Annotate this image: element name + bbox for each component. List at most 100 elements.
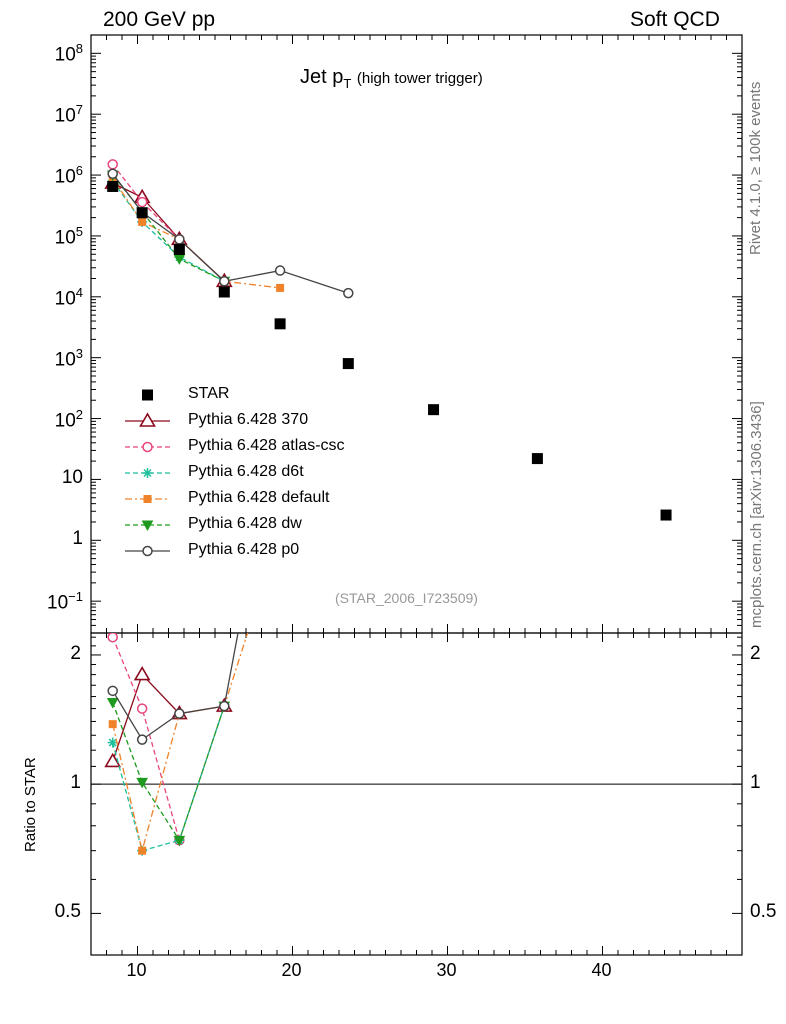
y-tick-base: 10 (47, 592, 69, 614)
ratio-point (107, 685, 118, 697)
legend-entry (125, 441, 170, 453)
legend (125, 389, 170, 557)
ratio-point (133, 666, 151, 681)
ratio-point (108, 720, 117, 729)
data-point (660, 509, 672, 521)
y-tick-label: 106 (55, 163, 83, 188)
y-tick-exp: 5 (75, 223, 83, 239)
ratio-line (112, 702, 225, 842)
ratio-line (112, 705, 225, 852)
mcplots-label: mcplots.cern.ch [arXiv:1306.3436] (748, 401, 765, 628)
legend-entry (125, 495, 170, 503)
ratio-point (107, 633, 118, 643)
y-tick-label: 107 (55, 102, 83, 127)
y-tick-exp: 6 (75, 163, 83, 179)
legend-label: Pythia 6.428 atlas-csc (188, 437, 345, 454)
y-tick-exp: 8 (75, 41, 83, 57)
data-layer (107, 180, 672, 521)
y-tick-label: 102 (55, 407, 83, 432)
ratio-point (107, 737, 118, 748)
analysis-id: (STAR_2006_I723509) (335, 590, 478, 606)
ratio-tick-label-left: 1 (70, 772, 81, 794)
y-tick-label: 108 (55, 41, 83, 66)
series-layer (104, 159, 354, 856)
data-point (136, 207, 148, 219)
legend-marker (142, 468, 153, 478)
ratio-line (112, 633, 249, 851)
legend-entry (142, 389, 153, 401)
rivet-label: Rivet 4.1.0, ≥ 100k events (747, 81, 764, 255)
legend-marker (139, 412, 156, 427)
chart-title-sub: T (343, 76, 352, 91)
series-point (174, 234, 185, 245)
y-tick-exp: −1 (68, 589, 83, 605)
y-tick-label: 10 (62, 467, 83, 489)
y-tick-exp: 7 (75, 102, 83, 118)
ratio-point (136, 777, 148, 789)
data-point (531, 453, 543, 465)
y-tick-base: 10 (61, 467, 83, 489)
y-tick-base: 10 (54, 227, 76, 249)
series-line (112, 173, 349, 294)
y-tick-base: 10 (54, 409, 76, 431)
data-point (342, 358, 354, 370)
y-tick-exp: 4 (75, 284, 83, 300)
series-line (112, 163, 225, 282)
ratio-point (219, 700, 230, 712)
series-point (274, 265, 286, 276)
series-point (136, 196, 148, 208)
ratio-point (173, 835, 186, 847)
y-tick-label: 10−1 (47, 589, 83, 614)
series-point (219, 276, 230, 287)
ratio-line (112, 633, 239, 741)
y-tick-label: 104 (55, 285, 83, 310)
series-point (107, 159, 118, 170)
y-tick-exp: 3 (75, 345, 83, 361)
legend-label: Pythia 6.428 370 (188, 411, 309, 428)
ratio-tick-label-right: 0.5 (750, 901, 777, 923)
ratio-point (104, 752, 122, 768)
legend-label: Pythia 6.428 dw (188, 515, 302, 532)
ratio-point (106, 697, 119, 709)
ratio-point (136, 703, 148, 714)
legend-entry (125, 468, 170, 478)
header-left: 200 GeV pp (103, 8, 216, 31)
series-point (276, 283, 285, 292)
y-tick-label: 105 (55, 224, 83, 249)
x-tick-label: 30 (436, 960, 457, 980)
data-point (274, 318, 286, 330)
y-tick-exp: 2 (75, 406, 83, 422)
legend-label: Pythia 6.428 d6t (188, 463, 304, 480)
series-point (107, 168, 118, 180)
y-tick-base: 10 (54, 166, 76, 188)
x-tick-label: 10 (126, 960, 147, 980)
series-line (112, 174, 225, 282)
legend-marker (142, 545, 153, 557)
ratio-tick-label-right: 2 (750, 642, 761, 664)
y-tick-base: 1 (72, 528, 83, 550)
series-point (343, 287, 354, 299)
chart-title-main: Jet p (300, 66, 344, 88)
data-point (107, 180, 119, 192)
y-tick-label: 103 (55, 346, 83, 371)
star-data (107, 180, 672, 521)
data-point (173, 243, 185, 255)
ratio-point (136, 734, 148, 745)
y-tick-base: 10 (54, 349, 76, 370)
x-tick-label: 40 (591, 960, 612, 980)
ratio-series-1 (107, 633, 230, 846)
y-tick-base: 10 (54, 105, 76, 127)
legend-label: STAR (188, 385, 230, 402)
series-line (112, 180, 225, 282)
legend-marker (141, 520, 154, 532)
ratio-tick-label-right: 1 (750, 772, 761, 794)
data-point (428, 404, 440, 416)
legend-label: Pythia 6.428 p0 (188, 541, 300, 558)
chart-title-suffix: (high tower trigger) (356, 70, 483, 87)
y-tick-base: 10 (54, 288, 76, 310)
data-point (218, 286, 230, 298)
legend-entry (125, 545, 170, 557)
ratio-ylabel: Ratio to STAR (22, 757, 39, 852)
ratio-tick-label-left: 0.5 (54, 901, 81, 923)
